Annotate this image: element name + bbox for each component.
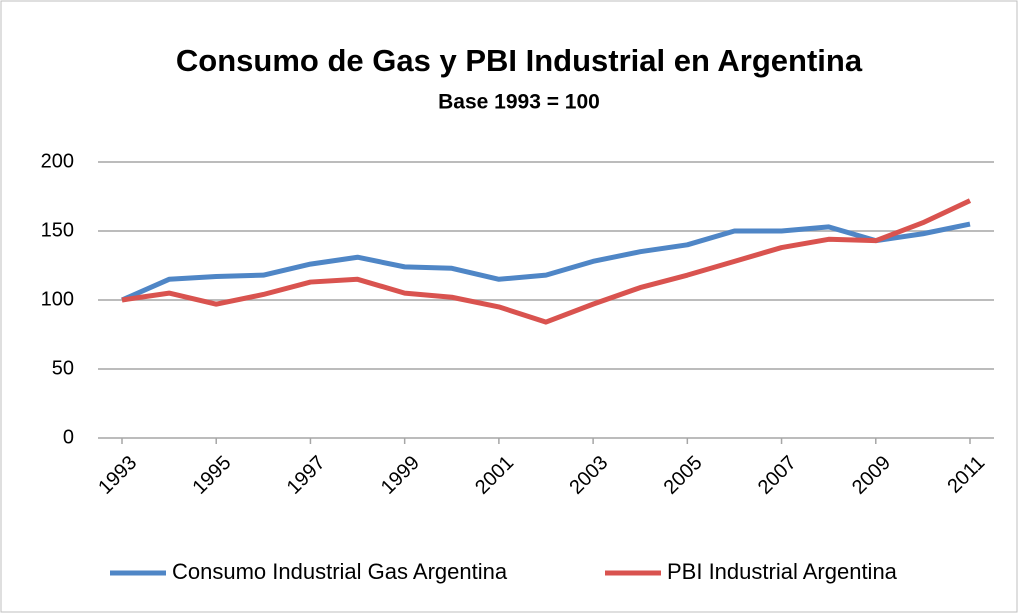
legend-label: Consumo Industrial Gas Argentina — [172, 559, 508, 584]
data-line — [121, 198, 972, 325]
legend-label: PBI Industrial Argentina — [667, 559, 898, 584]
chart-title: Consumo de Gas y PBI Industrial en Argen… — [176, 43, 863, 78]
y-tick-label: 100 — [41, 288, 74, 310]
y-tick-label: 150 — [41, 219, 74, 241]
y-tick-label: 200 — [41, 150, 74, 172]
y-tick-label: 50 — [52, 357, 74, 379]
data-line — [120, 221, 971, 303]
y-tick-label: 0 — [63, 426, 74, 448]
chart-subtitle: Base 1993 = 100 — [438, 91, 600, 114]
